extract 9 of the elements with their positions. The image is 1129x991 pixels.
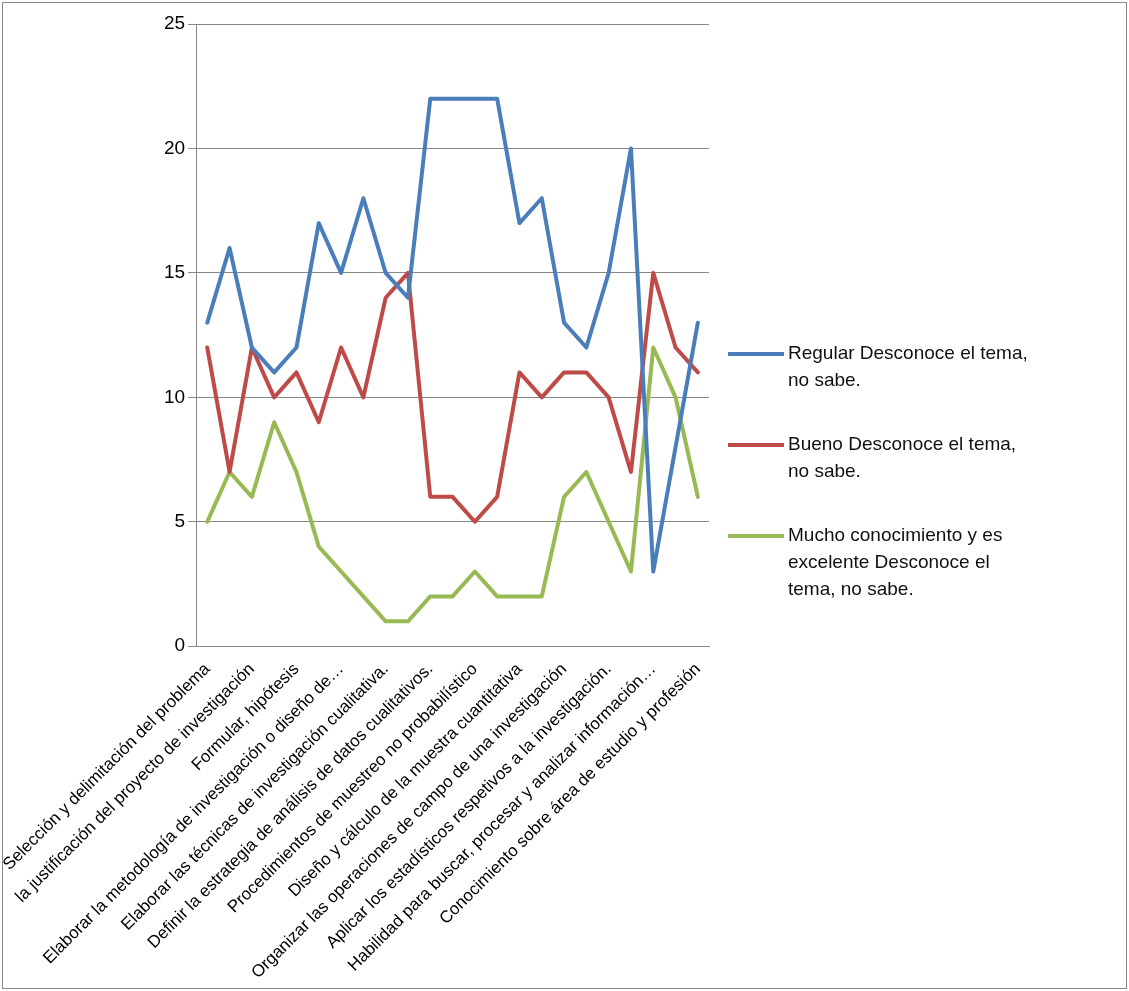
- y-tick-label: 15: [163, 261, 186, 283]
- y-tick-label: 10: [163, 385, 186, 407]
- y-tick-label: 5: [174, 509, 186, 531]
- y-tick-label: 25: [163, 12, 186, 34]
- legend-label: Bueno Desconoce el tema, no sabe.: [788, 432, 1018, 483]
- y-tick-label: 0: [174, 634, 186, 656]
- legend-label: Regular Desconoce el tema, no sabe.: [788, 341, 1028, 392]
- y-tick-label: 20: [163, 136, 186, 158]
- legend-label: Mucho conocimiento y es excelente Desconoce el tema, no sabe.: [788, 523, 1004, 601]
